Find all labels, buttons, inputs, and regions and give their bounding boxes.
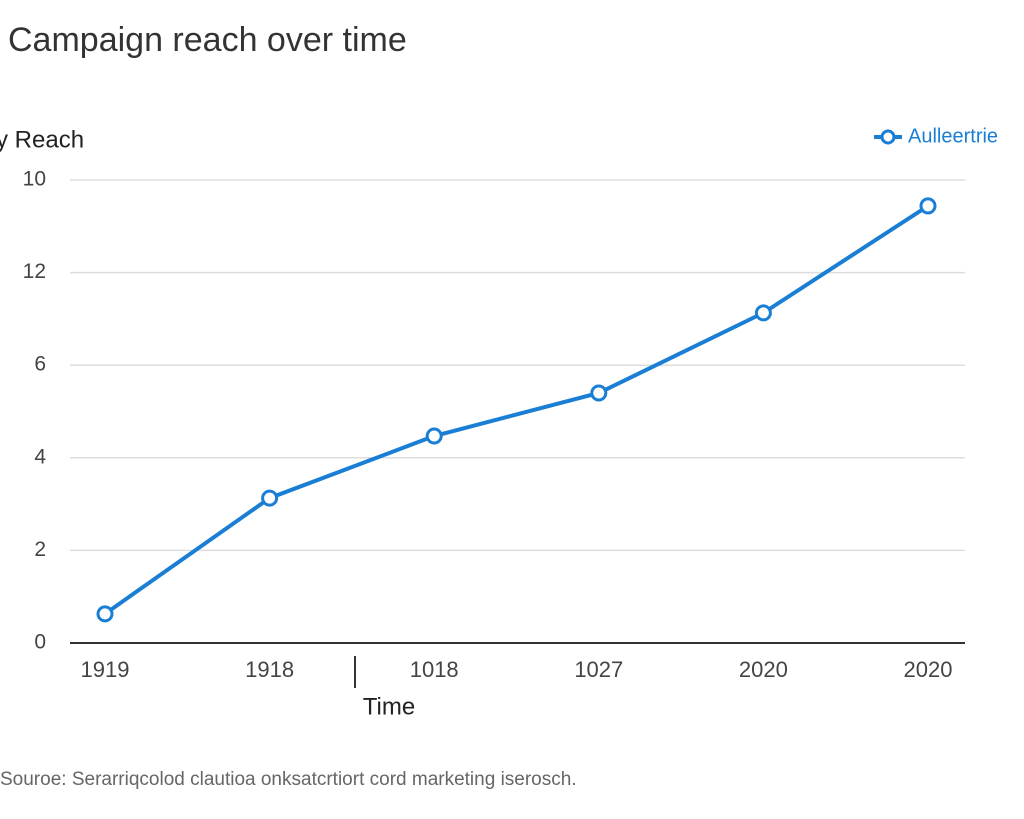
- y-tick-label: 10: [23, 168, 46, 191]
- data-point: [754, 304, 772, 322]
- y-axis-label: y Reach: [0, 126, 84, 153]
- legend-label: Aulleertrie: [908, 125, 998, 147]
- y-tick-label: 0: [34, 631, 46, 654]
- data-point: [919, 197, 937, 215]
- x-tick-label: 1919: [81, 657, 130, 682]
- x-tick-label: 1918: [245, 657, 294, 682]
- x-tick-label: 1018: [410, 657, 459, 682]
- x-tick-label: 2020: [739, 657, 788, 682]
- x-tick-label: 1027: [574, 657, 623, 682]
- x-axis-label: Time: [363, 693, 415, 720]
- source-note: Souroe: Serarriqcolod clautioa onksatcrt…: [0, 769, 577, 790]
- y-tick-label: 4: [34, 445, 46, 468]
- y-tick-label: 6: [34, 353, 46, 376]
- y-tick-label: 2: [34, 538, 46, 561]
- chart-title: Campaign reach over time: [8, 21, 407, 59]
- data-point: [96, 605, 114, 623]
- x-tick-label: 2020: [904, 657, 953, 682]
- legend-marker: [880, 129, 896, 145]
- data-point: [590, 384, 608, 402]
- data-point: [425, 427, 443, 445]
- y-tick-label: 12: [23, 260, 46, 283]
- series-line: [103, 204, 930, 616]
- data-point: [261, 489, 279, 507]
